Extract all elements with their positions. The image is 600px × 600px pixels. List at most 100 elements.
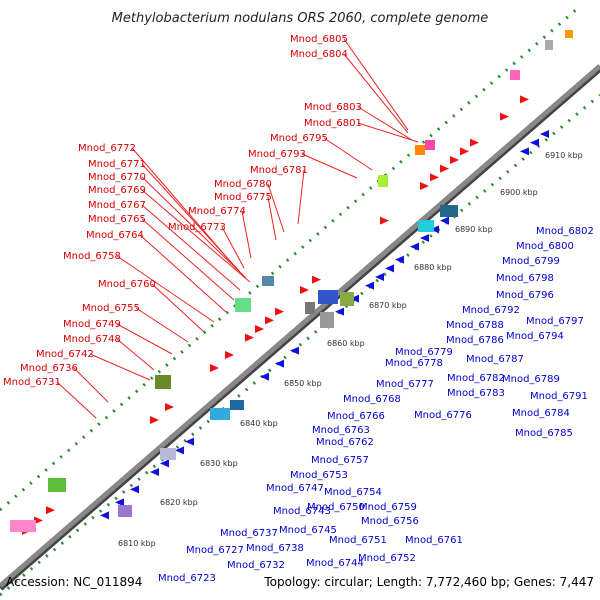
- forward-gene-arrow: [312, 275, 321, 284]
- forward-gene-arrow: [420, 182, 429, 190]
- feature-box: [48, 478, 66, 492]
- reverse-gene-label: Mnod_6762: [316, 437, 374, 448]
- reverse-gene-label: Mnod_6732: [227, 560, 285, 571]
- reverse-gene-label: Mnod_6723: [158, 573, 216, 584]
- reverse-gene-label: Mnod_6792: [462, 305, 520, 316]
- forward-leader-line: [139, 234, 227, 313]
- reverse-gene-arrow: [430, 225, 439, 234]
- forward-gene-arrow: [34, 516, 43, 525]
- forward-leader-line: [267, 183, 285, 233]
- reverse-gene-arrow: [335, 307, 344, 316]
- forward-gene-arrow: [245, 333, 254, 342]
- reverse-gene-label: Mnod_6783: [447, 388, 505, 399]
- forward-gene-label: Mnod_6767: [88, 200, 146, 211]
- reverse-gene-label: Mnod_6797: [526, 316, 584, 327]
- position-tick-label: 6880 kbp: [414, 263, 452, 272]
- feature-box: [510, 70, 520, 80]
- forward-gene-label: Mnod_6775: [214, 192, 272, 203]
- reverse-gene-arrow: [395, 255, 404, 264]
- reverse-gene-arrow: [540, 130, 549, 138]
- feature-box: [340, 292, 354, 306]
- topology-summary: Topology: circular; Length: 7,772,460 bp…: [263, 575, 594, 589]
- forward-gene-arrow: [440, 164, 449, 173]
- forward-leader-line: [151, 283, 205, 333]
- reverse-gene-arrow: [440, 216, 449, 225]
- forward-gene-arrow: [165, 403, 174, 411]
- reverse-gene-label: Mnod_6777: [376, 379, 434, 390]
- feature-box: [318, 290, 338, 304]
- reverse-gene-arrow: [175, 446, 184, 455]
- forward-gene-label: Mnod_6769: [88, 185, 146, 196]
- forward-leader-line: [135, 307, 189, 343]
- feature-box: [262, 276, 274, 286]
- feature-box: [415, 145, 425, 155]
- reverse-gene-label: Mnod_6751: [329, 535, 387, 546]
- forward-leader-line: [89, 353, 151, 381]
- reverse-gene-label: Mnod_6750: [307, 502, 365, 513]
- forward-gene-label: Mnod_6742: [36, 349, 94, 360]
- feature-box: [565, 30, 573, 38]
- forward-gene-label: Mnod_6731: [3, 377, 61, 388]
- forward-leader-line: [141, 204, 241, 291]
- forward-leader-line: [267, 196, 277, 241]
- forward-leader-line: [73, 367, 109, 403]
- forward-gene-label: Mnod_6736: [20, 363, 78, 374]
- forward-gene-label: Mnod_6774: [188, 206, 246, 217]
- position-tick-label: 6870 kbp: [369, 301, 407, 310]
- reverse-gene-label: Mnod_6753: [290, 470, 348, 481]
- reverse-gene-label: Mnod_6745: [279, 525, 337, 536]
- forward-gene-label: Mnod_6748: [63, 334, 121, 345]
- feature-box: [378, 175, 388, 187]
- forward-gene-label: Mnod_6770: [88, 172, 146, 183]
- map-title: Methylobacterium nodulans ORS 2060, comp…: [112, 11, 489, 26]
- forward-gene-label: Mnod_6803: [304, 102, 362, 113]
- reverse-gene-arrow: [115, 498, 124, 507]
- forward-gene-arrow: [210, 364, 219, 372]
- forward-leader-line: [221, 226, 245, 269]
- reverse-gene-label: Mnod_6782: [447, 373, 505, 384]
- forward-gene-arrow: [265, 316, 274, 325]
- position-tick-label: 6840 kbp: [240, 419, 278, 428]
- reverse-gene-label: Mnod_6752: [358, 553, 416, 564]
- forward-leader-line: [301, 153, 358, 179]
- reverse-gene-label: Mnod_6754: [324, 487, 382, 498]
- reverse-gene-label: Mnod_6799: [502, 256, 560, 267]
- reverse-gene-arrow: [530, 138, 539, 147]
- reverse-gene-label: Mnod_6766: [327, 411, 385, 422]
- reverse-gene-label: Mnod_6763: [312, 425, 370, 436]
- forward-leader-line: [56, 381, 97, 419]
- forward-gene-arrow: [500, 112, 509, 121]
- forward-gene-label: Mnod_6758: [63, 251, 121, 262]
- reverse-gene-label: Mnod_6791: [530, 391, 588, 402]
- feature-box: [10, 520, 36, 532]
- forward-gene-label: Mnod_6795: [270, 133, 328, 144]
- feature-box: [160, 448, 176, 460]
- reverse-gene-arrow: [375, 273, 384, 281]
- forward-gene-arrow: [520, 95, 529, 104]
- reverse-gene-arrow: [350, 294, 359, 303]
- reverse-gene-arrow: [290, 346, 299, 355]
- forward-gene-label: Mnod_6780: [214, 179, 272, 190]
- reverse-gene-label: Mnod_6756: [361, 516, 419, 527]
- forward-leader-line: [343, 53, 409, 134]
- forward-gene-arrow: [450, 156, 459, 164]
- reverse-gene-label: Mnod_6796: [496, 290, 554, 301]
- reverse-gene-label: Mnod_6744: [306, 558, 364, 569]
- forward-leader-line: [116, 338, 155, 371]
- feature-box: [210, 408, 230, 420]
- reverse-gene-arrow: [100, 511, 109, 520]
- forward-leader-line: [141, 218, 235, 301]
- feature-box: [545, 40, 553, 50]
- forward-gene-label: Mnod_6771: [88, 159, 146, 170]
- forward-gene-arrow: [300, 286, 309, 294]
- forward-leader-line: [116, 255, 215, 323]
- reverse-gene-label: Mnod_6778: [385, 358, 443, 369]
- forward-gene-arrow: [225, 351, 234, 359]
- reverse-gene-arrow: [150, 468, 159, 476]
- feature-box: [425, 140, 435, 150]
- forward-gene-arrow: [46, 506, 55, 515]
- forward-gene-arrow: [275, 307, 284, 316]
- position-tick-label: 6890 kbp: [455, 225, 493, 234]
- reverse-gene-label: Mnod_6800: [516, 241, 574, 252]
- forward-gene-label: Mnod_6801: [304, 118, 362, 129]
